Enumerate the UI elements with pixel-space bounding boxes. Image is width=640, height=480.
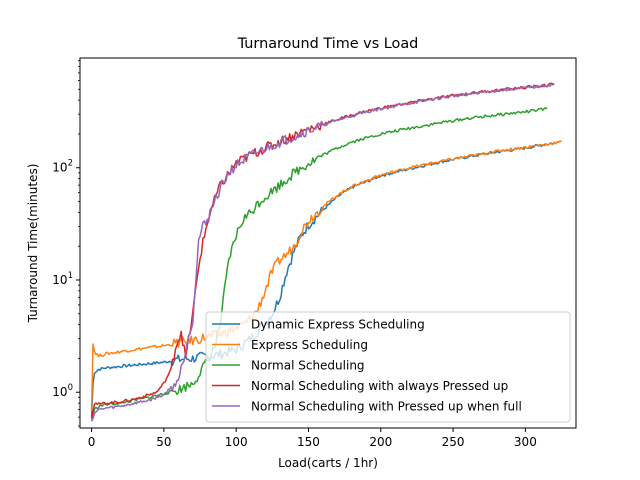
x-tick-label: 0 <box>88 435 96 449</box>
y-axis-label: Turnaround Time(minutes) <box>26 164 40 324</box>
y-tick-base: 10 <box>52 385 67 399</box>
legend-box <box>205 311 571 423</box>
series-group <box>90 82 562 422</box>
legend-label: Dynamic Express Scheduling <box>251 318 425 332</box>
legend: Dynamic Express Scheduling Express Schedu… <box>205 311 571 423</box>
legend-label: Normal Scheduling <box>251 359 365 373</box>
legend-label: Normal Scheduling with Pressed up when f… <box>251 400 522 414</box>
series-line <box>90 140 562 412</box>
y-tick-exponent: 2 <box>68 159 73 169</box>
x-axis-label: Load(carts / 1hr) <box>278 456 378 470</box>
y-tick-exponent: 0 <box>68 383 73 393</box>
series-line <box>90 142 555 418</box>
chart-title: Turnaround Time vs Load <box>237 36 419 52</box>
series-line <box>90 83 555 422</box>
y-tick-base: 10 <box>52 161 67 175</box>
y-tick-label: 102 <box>52 159 73 175</box>
legend-label: Normal Scheduling with always Pressed up <box>251 379 508 393</box>
x-tick-label: 250 <box>442 435 465 449</box>
y-tick-base: 10 <box>52 273 67 287</box>
x-tick-label: 50 <box>156 435 171 449</box>
x-axis-ticks: 0 50 100 150 200 250 300 <box>88 428 537 449</box>
x-tick-label: 100 <box>225 435 248 449</box>
plot-frame <box>79 57 577 429</box>
x-tick-label: 300 <box>514 435 537 449</box>
x-tick-label: 150 <box>297 435 320 449</box>
y-tick-label: 100 <box>52 383 73 399</box>
x-tick-label: 200 <box>369 435 392 449</box>
series-line <box>90 107 548 422</box>
y-tick-label: 101 <box>52 271 73 287</box>
legend-label: Express Scheduling <box>251 338 368 352</box>
y-tick-exponent: 1 <box>68 271 73 281</box>
